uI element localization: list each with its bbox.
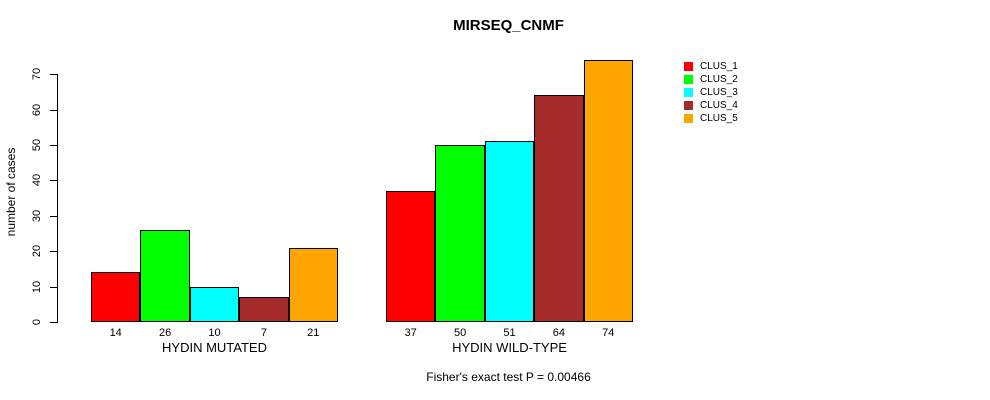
y-tick-mark: [50, 180, 57, 182]
y-axis-line: [57, 74, 58, 323]
bar-clus_5-group1: [288, 247, 338, 322]
y-tick-mark: [50, 109, 57, 111]
bar-clus_1-group1: [91, 272, 141, 322]
legend-swatch: [684, 114, 693, 124]
y-tick-mark: [50, 215, 57, 217]
bar-clus_4-group1: [239, 297, 289, 322]
y-axis-label: number of cases: [4, 147, 18, 237]
y-tick-label: 20: [31, 245, 43, 258]
bar-value-label: 64: [552, 327, 566, 339]
chart-title: MIRSEQ_CNMF: [453, 17, 564, 34]
y-tick-label: 30: [31, 209, 43, 222]
legend-swatch: [684, 101, 693, 111]
legend-swatch: [684, 62, 693, 72]
bar-value-label: 74: [602, 327, 615, 339]
bar-value-label: 37: [404, 327, 417, 339]
legend-swatch: [684, 88, 693, 98]
bar-value-label: 50: [453, 327, 467, 339]
legend-item-clus_3: CLUS_3: [684, 86, 738, 99]
y-tick-label: 60: [31, 103, 43, 116]
bar-value-label: 10: [208, 327, 221, 339]
y-tick-label: 40: [31, 174, 43, 187]
y-tick-label: 0: [31, 318, 43, 326]
bar-value-label: 26: [158, 327, 172, 339]
legend-item-clus_5: CLUS_5: [684, 112, 738, 125]
y-tick-mark: [50, 74, 57, 76]
bar-clus_3-group1: [189, 286, 240, 322]
legend-item-clus_2: CLUS_2: [684, 73, 738, 86]
y-tick-mark: [50, 322, 57, 323]
legend-item-clus_4: CLUS_4: [684, 99, 738, 112]
y-tick-label: 70: [31, 68, 43, 81]
bar-value-label: 51: [503, 327, 516, 339]
bar-clus_2-group1: [140, 229, 190, 322]
legend-swatch: [684, 75, 693, 85]
bar-clus_3-group2: [484, 141, 535, 322]
bar-value-label: 7: [260, 327, 267, 339]
group-label-1: HYDIN MUTATED: [162, 340, 267, 355]
y-tick-label: 50: [31, 138, 43, 152]
bar-value-label: 21: [307, 327, 320, 339]
legend-label: CLUS_5: [700, 113, 738, 125]
legend-label: CLUS_3: [700, 87, 738, 99]
y-tick-mark: [50, 251, 57, 253]
legend: CLUS_1 CLUS_2 CLUS_3 CLUS_4 CLUS_5: [684, 60, 738, 125]
annotation-text: Fisher's exact test P = 0.00466: [426, 370, 591, 384]
legend-label: CLUS_2: [700, 74, 738, 86]
legend-item-clus_1: CLUS_1: [684, 60, 738, 73]
bar-clus_2-group2: [435, 145, 485, 322]
bar-clus_5-group2: [583, 60, 633, 322]
bar-clus_1-group2: [386, 191, 436, 322]
legend-label: CLUS_4: [700, 100, 738, 112]
y-tick-mark: [50, 286, 57, 288]
bar-clus_4-group2: [534, 95, 584, 322]
y-tick-label: 10: [31, 280, 43, 293]
bar-value-label: 14: [109, 327, 122, 339]
y-tick-mark: [50, 145, 57, 146]
legend-label: CLUS_1: [700, 61, 738, 73]
group-label-2: HYDIN WILD-TYPE: [452, 340, 567, 355]
